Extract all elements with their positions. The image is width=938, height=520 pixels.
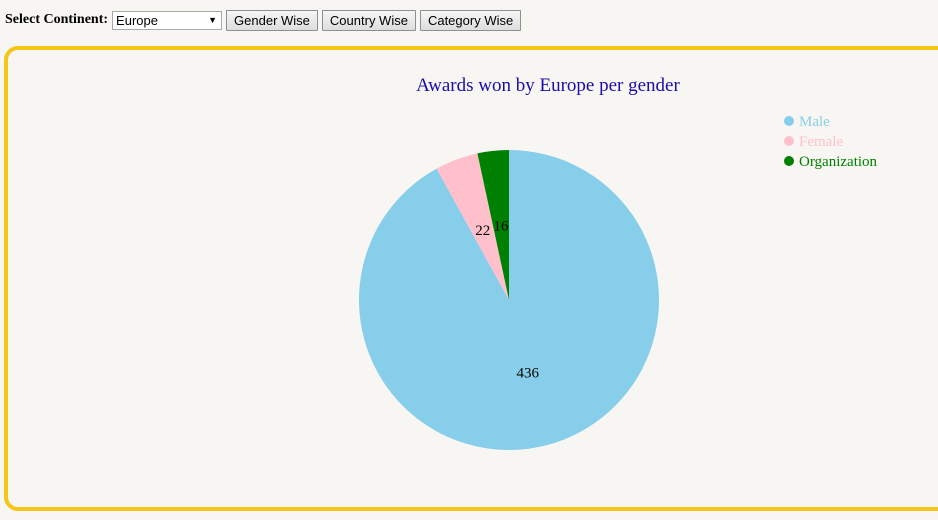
pie-slices (358, 150, 659, 450)
legend-label-female[interactable]: Female (799, 134, 843, 150)
slice-label-female: 22 (475, 223, 490, 239)
category-wise-button[interactable]: Category Wise (419, 9, 522, 31)
country-wise-button[interactable]: Country Wise (321, 9, 416, 31)
chart-legend: Male Female Organization (784, 114, 878, 170)
continent-select-value: Europe (116, 12, 158, 28)
legend-label-organization[interactable]: Organization (799, 154, 878, 170)
continent-select[interactable]: Europe ▼ (112, 10, 223, 30)
pie-slice-female (436, 153, 509, 300)
chart-title: Awards won by Europe per gender (416, 75, 680, 96)
pie-slice-labels: 436 22 16 (475, 218, 539, 381)
slice-label-male: 436 (516, 366, 539, 382)
legend-marker-organization (784, 156, 794, 166)
legend-label-male[interactable]: Male (799, 114, 830, 130)
chevron-down-icon: ▼ (208, 14, 218, 25)
controls-bar: Select Continent: Europe ▼ Gender Wise C… (5, 9, 525, 31)
legend-marker-female (784, 136, 794, 146)
continent-label: Select Continent: (5, 12, 109, 27)
legend-marker-male (784, 116, 794, 126)
pie-slice-organization (477, 150, 509, 300)
gender-wise-button[interactable]: Gender Wise (226, 9, 318, 31)
slice-label-organization: 16 (494, 218, 510, 234)
